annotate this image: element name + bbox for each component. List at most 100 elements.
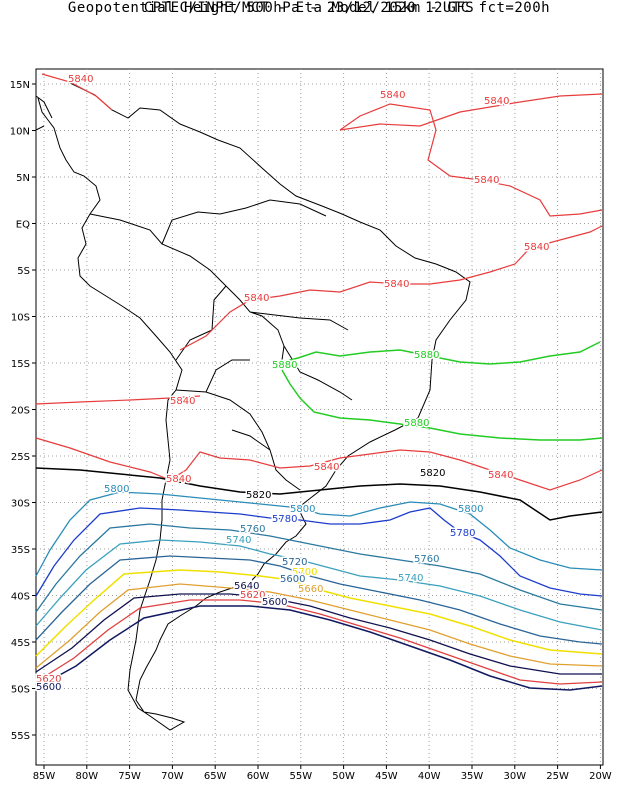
contour-5880	[281, 341, 603, 441]
central-america-coast	[35, 95, 53, 131]
lon-label: 60W	[247, 771, 270, 782]
lon-label: 45W	[375, 771, 398, 782]
label-5840-5: 5840	[524, 242, 549, 253]
lon-label: 85W	[33, 771, 56, 782]
label-5740-1: 5740	[226, 535, 251, 546]
contour-line-5720	[35, 555, 603, 645]
lat-label: 10N	[10, 127, 30, 138]
latitude-labels: 15N 10N 5N EQ 5S 10S 15S 20S 25S 30S 35S 40S 45S 50S 5…	[10, 80, 30, 742]
title-line-2: Geopotential Height 500hPa - 23/12/2020 …	[67, 0, 551, 16]
lon-label: 25W	[546, 771, 569, 782]
contour-5780	[35, 507, 603, 597]
label-5840-10: 5840	[488, 470, 513, 481]
contour-line-5660	[35, 583, 603, 669]
lat-label: 15N	[10, 80, 30, 91]
label-5620-1: 5620	[240, 590, 265, 601]
label-5840-2: 5840	[380, 90, 405, 101]
lon-label: 55W	[289, 771, 312, 782]
label-5840-11: 5840	[166, 474, 191, 485]
contour-line-5600	[35, 605, 603, 691]
lon-label: 50W	[332, 771, 355, 782]
lon-label: 20W	[589, 771, 612, 782]
lat-label: 55S	[11, 731, 30, 742]
contour-5700	[35, 569, 603, 657]
contour-5600	[35, 605, 603, 691]
label-5640-1: 5640	[234, 581, 259, 592]
contour-line-5700	[35, 569, 603, 657]
contour-line-5840-mid	[179, 225, 603, 351]
label-5760-1: 5760	[240, 524, 265, 535]
lon-label: 30W	[503, 771, 526, 782]
label-5840-9: 5840	[314, 462, 339, 473]
contour-5840	[35, 73, 603, 491]
lon-label: 65W	[204, 771, 227, 782]
contour-line-5620	[35, 599, 603, 685]
contour-5820	[35, 467, 603, 521]
label-5780-1: 5780	[272, 514, 297, 525]
contour-labels: 5880 5880 5880 5840 5840 5840 5840 5840 …	[35, 73, 551, 695]
contour-line-5840-south	[35, 437, 603, 491]
contour-line-5820	[35, 467, 603, 521]
title-line-1: CPTEC/INPE/MCT - Eta Model 15km - GFS	[143, 0, 475, 16]
lat-label: 5N	[16, 173, 30, 184]
lon-label: 70W	[161, 771, 184, 782]
label-5600-1: 5600	[262, 597, 287, 608]
contour-line-5800	[35, 491, 603, 577]
label-5660-1: 5660	[298, 584, 323, 595]
label-5880-1: 5880	[272, 360, 297, 371]
contour-5740	[35, 539, 603, 631]
contour-line-5640	[35, 593, 602, 675]
contour-line-5840-north	[41, 73, 603, 217]
label-5800-2: 5800	[290, 504, 315, 515]
label-5800-1: 5800	[104, 484, 129, 495]
label-5680-1: 5600	[280, 574, 305, 585]
label-5820-1: 5820	[420, 468, 445, 479]
contour-5760	[35, 523, 603, 613]
lat-label: 40S	[11, 592, 30, 603]
label-5740-2: 5740	[398, 573, 423, 584]
lat-label: 10S	[11, 313, 30, 324]
lon-label: 35W	[461, 771, 484, 782]
label-5780-2: 5780	[450, 528, 475, 539]
label-5820-2: 5820	[246, 490, 271, 501]
label-5840-3: 5840	[484, 96, 509, 107]
lat-label: 30S	[11, 499, 30, 510]
label-5760-2: 5760	[414, 554, 439, 565]
label-5880-3: 5880	[404, 418, 429, 429]
contour-5620	[35, 599, 603, 685]
label-5620-2: 5620	[36, 674, 61, 685]
label-5840-4: 5840	[474, 175, 499, 186]
map-frame	[35, 68, 604, 766]
lat-label: EQ	[16, 220, 30, 231]
contour-line-5840-west	[35, 395, 201, 405]
lat-label: 50S	[11, 685, 30, 696]
label-5880-2: 5880	[414, 350, 439, 361]
label-5840-7: 5840	[244, 293, 269, 304]
label-5840-8: 5840	[170, 396, 195, 407]
contour-line-5740	[35, 539, 603, 631]
label-5800-3: 5800	[458, 504, 483, 515]
label-5840-1: 5840	[68, 74, 93, 85]
south-america-coast	[37, 81, 471, 731]
lat-label: 35S	[11, 545, 30, 556]
contour-5720	[35, 555, 603, 645]
lon-label: 80W	[75, 771, 98, 782]
lat-label: 20S	[11, 406, 30, 417]
lat-label: 5S	[17, 266, 30, 277]
contour-5640	[35, 593, 602, 675]
lon-label: 75W	[118, 771, 141, 782]
lat-label: 25S	[11, 452, 30, 463]
lon-label: 40W	[418, 771, 441, 782]
label-5840-6: 5840	[384, 279, 409, 290]
longitude-labels: 85W 80W 75W 70W 65W 60W 55W 50W 45W 40W 35W 30W 25W 2…	[33, 771, 612, 782]
contour-line-5880	[281, 341, 601, 365]
contour-5660	[35, 583, 603, 669]
contour-line-5760	[35, 523, 603, 613]
contour-line-5880-b	[281, 369, 603, 441]
label-5600-2: 5600	[36, 682, 61, 693]
label-5720-1: 5720	[282, 557, 307, 568]
lat-label: 15S	[11, 359, 30, 370]
lat-label: 45S	[11, 638, 30, 649]
contour-line-5780	[35, 507, 603, 597]
